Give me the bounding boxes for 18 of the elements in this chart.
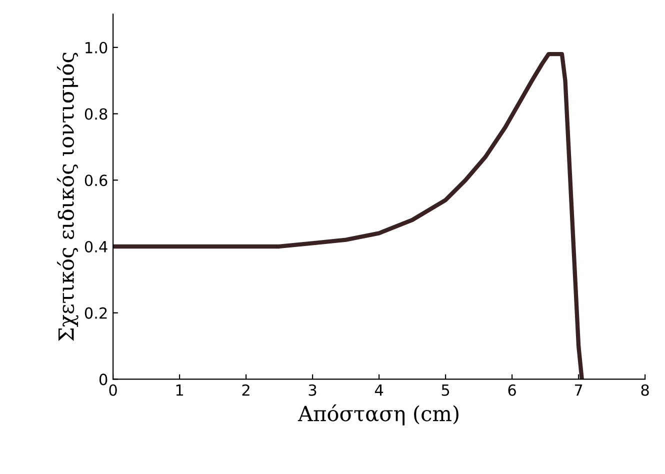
x-tick-label: 0 bbox=[109, 384, 117, 396]
x-tick-label: 8 bbox=[641, 384, 649, 396]
y-tick-label: 1.0 bbox=[86, 42, 108, 54]
x-tick-label: 4 bbox=[374, 384, 384, 396]
x-tick-label: 5 bbox=[442, 384, 450, 396]
y-tick-label: 0 bbox=[99, 374, 108, 386]
x-tick-label: 6 bbox=[508, 384, 516, 396]
x-axis-title: Απόσταση (cm) bbox=[298, 404, 458, 426]
x-tick-label: 3 bbox=[308, 384, 316, 396]
x-tick-label: 1 bbox=[176, 384, 183, 396]
y-axis-title: Σχετικός ειδικός ιοντισμός bbox=[57, 52, 78, 341]
y-tick-label: 0.2 bbox=[84, 307, 107, 319]
line-series bbox=[113, 52, 584, 380]
x-tick-label: 2 bbox=[242, 384, 250, 396]
y-tick-label: 0.4 bbox=[84, 240, 108, 252]
x-tick-label: 7 bbox=[574, 384, 582, 396]
y-tick-label: 0.6 bbox=[84, 174, 108, 186]
y-tick-label: 0.8 bbox=[84, 108, 108, 120]
